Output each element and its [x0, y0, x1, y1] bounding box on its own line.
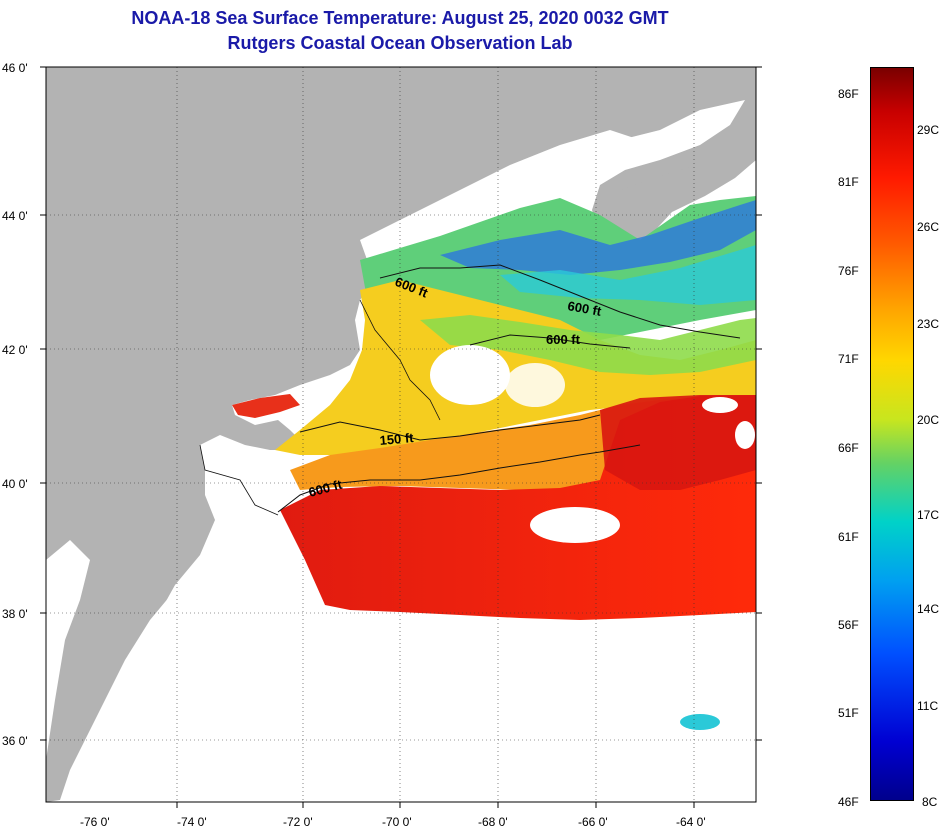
sst-swath-warm-core — [600, 395, 756, 490]
sst-swath-blue-band — [440, 200, 756, 275]
land-north — [46, 67, 756, 802]
lat-label: 46 0' — [2, 61, 28, 75]
colorbar-label-f: 86F — [838, 87, 859, 101]
lon-label: -76 0' — [80, 815, 110, 829]
cloud-patch — [530, 507, 620, 543]
lat-label: 44 0' — [2, 209, 28, 223]
colorbar-label-c: 20C — [917, 413, 940, 427]
colorbar-label-f: 76F — [838, 264, 859, 278]
contour-label: 600 ft — [546, 332, 581, 347]
map-title: NOAA-18 Sea Surface Temperature: August … — [131, 8, 669, 28]
colorbar-label-f: 66F — [838, 441, 859, 455]
cloud-patch — [702, 397, 738, 413]
colorbar-label-f: 81F — [838, 175, 859, 189]
axis-ticks — [40, 66, 762, 808]
lon-label: -64 0' — [676, 815, 706, 829]
sst-hudson-red — [232, 394, 300, 418]
lon-label: -74 0' — [177, 815, 207, 829]
temperature-colorbar — [870, 67, 914, 801]
colorbar-label-c: 23C — [917, 317, 940, 331]
colorbar-label-f: 56F — [838, 618, 859, 632]
lat-label: 36 0' — [2, 734, 28, 748]
colorbar-label-c: 17C — [917, 508, 940, 522]
lon-label: -72 0' — [283, 815, 313, 829]
cloud-patch — [505, 363, 565, 407]
contour-line-600ft-north — [379, 264, 741, 339]
lat-label: 40 0' — [2, 477, 28, 491]
colorbar-label-c: 8C — [922, 795, 938, 809]
colorbar-label-c: 11C — [917, 699, 939, 713]
colorbar-label-f: 71F — [838, 352, 859, 366]
sst-patch — [680, 714, 720, 730]
colorbar-label-f: 51F — [838, 706, 859, 720]
sst-swath-yellow — [275, 280, 756, 455]
map-subtitle: Rutgers Coastal Ocean Observation Lab — [227, 33, 573, 53]
land-nova-scotia — [598, 140, 756, 250]
sst-swath-green-mid — [420, 315, 756, 375]
cloud-patch — [735, 421, 755, 449]
contour-line-600ft-mid — [469, 334, 631, 349]
lat-lon-grid — [46, 67, 756, 802]
contour-label: 150 ft — [379, 430, 415, 448]
cloud-patch — [430, 345, 510, 405]
map-frame — [45, 66, 757, 803]
cloud-maine — [360, 130, 640, 270]
lon-label: -70 0' — [382, 815, 412, 829]
contour-line-600ft-south — [277, 444, 641, 513]
cloud-nj-shore — [80, 470, 278, 802]
cloud-chesapeake — [46, 540, 90, 760]
colorbar-label-f: 46F — [838, 795, 859, 809]
colorbar-label-f: 61F — [838, 530, 859, 544]
lon-label: -68 0' — [478, 815, 508, 829]
colorbar-label-c: 26C — [917, 220, 940, 234]
contour-line-150ft — [299, 414, 601, 441]
colorbar-label-c: 29C — [917, 123, 940, 137]
contour-label: 600 ft — [566, 298, 603, 319]
colorbar-label-c: 14C — [917, 602, 940, 616]
lon-label: -66 0' — [578, 815, 608, 829]
coastline-detail — [199, 299, 441, 516]
lat-label: 42 0' — [2, 343, 28, 357]
lat-label: 38 0' — [2, 607, 28, 621]
